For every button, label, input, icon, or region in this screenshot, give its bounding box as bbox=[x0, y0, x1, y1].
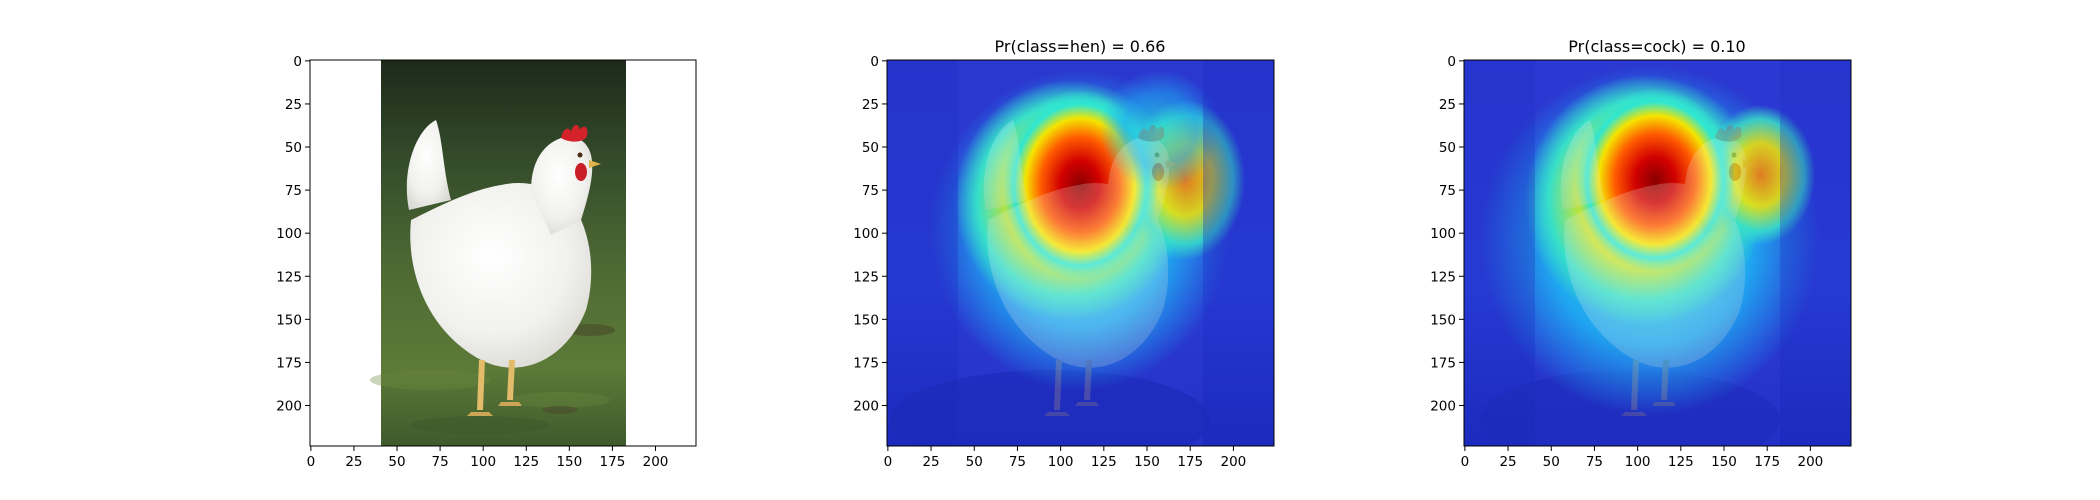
x-tick-label: 200 bbox=[1798, 454, 1824, 470]
x-tick-label: 125 bbox=[1091, 454, 1117, 470]
x-tick-label: 0 bbox=[1461, 454, 1470, 470]
x-tick-label: 150 bbox=[1134, 454, 1160, 470]
y-tick-label: 150 bbox=[853, 312, 879, 328]
hen-photo bbox=[370, 60, 626, 446]
y-tick-label: 175 bbox=[1430, 355, 1456, 371]
x-tick-label: 50 bbox=[388, 454, 405, 470]
x-tick-label: 25 bbox=[1499, 454, 1516, 470]
y-tick-label: 175 bbox=[276, 355, 302, 371]
y-tick-label: 75 bbox=[862, 183, 879, 199]
x-tick-label: 75 bbox=[1586, 454, 1603, 470]
heatmap-cock-image bbox=[1464, 60, 1851, 446]
y-tick-label: 100 bbox=[1430, 226, 1456, 242]
panel-heatmap-cock: Pr(class=cock) = 0.10 0 25 50 75 100 125 150 17… bbox=[1430, 37, 1852, 470]
panel-title: Pr(class=hen) = 0.66 bbox=[995, 37, 1166, 56]
y-tick-label: 100 bbox=[276, 226, 302, 242]
y-tick-label: 50 bbox=[1439, 140, 1456, 156]
x-tick-label: 25 bbox=[345, 454, 362, 470]
y-tick-label: 200 bbox=[276, 399, 302, 415]
x-tick-label: 150 bbox=[1711, 454, 1737, 470]
x-tick-label: 100 bbox=[1048, 454, 1074, 470]
y-tick-label: 100 bbox=[853, 226, 879, 242]
y-tick-label: 25 bbox=[285, 97, 302, 113]
y-tick-label: 125 bbox=[276, 269, 302, 285]
x-tick-label: 0 bbox=[307, 454, 316, 470]
tick-group: 0 25 50 75 100 125 150 175 200 0 25 50 75 100 125 150 17… bbox=[276, 54, 668, 470]
y-tick-label: 175 bbox=[853, 355, 879, 371]
x-tick-label: 50 bbox=[1543, 454, 1560, 470]
y-tick-label: 50 bbox=[285, 140, 302, 156]
x-tick-label: 200 bbox=[643, 454, 669, 470]
x-tick-label: 75 bbox=[1009, 454, 1026, 470]
x-tick-label: 175 bbox=[1177, 454, 1203, 470]
y-tick-label: 0 bbox=[293, 54, 302, 70]
y-tick-label: 50 bbox=[862, 140, 879, 156]
x-tick-label: 125 bbox=[513, 454, 539, 470]
x-tick-label: 175 bbox=[1754, 454, 1780, 470]
x-tick-label: 175 bbox=[600, 454, 626, 470]
x-tick-label: 100 bbox=[470, 454, 496, 470]
panel-heatmap-hen: Pr(class=hen) = 0.66 0 25 50 75 100 125 150 175… bbox=[853, 37, 1275, 470]
x-tick-label: 100 bbox=[1625, 454, 1651, 470]
x-tick-label: 150 bbox=[556, 454, 582, 470]
x-tick-label: 75 bbox=[432, 454, 449, 470]
heatmap-hen-image bbox=[887, 60, 1274, 446]
tick-group: 0 25 50 75 100 125 150 175 200 0 25 50 75 100 125 150 17… bbox=[1430, 54, 1823, 470]
y-tick-label: 125 bbox=[1430, 269, 1456, 285]
y-tick-label: 200 bbox=[1430, 399, 1456, 415]
panel-title: Pr(class=cock) = 0.10 bbox=[1568, 37, 1745, 56]
y-tick-label: 75 bbox=[1439, 183, 1456, 199]
x-tick-label: 0 bbox=[884, 454, 893, 470]
y-tick-label: 125 bbox=[853, 269, 879, 285]
y-tick-label: 150 bbox=[276, 312, 302, 328]
x-tick-label: 200 bbox=[1221, 454, 1247, 470]
y-tick-label: 0 bbox=[870, 54, 879, 70]
y-tick-label: 25 bbox=[1439, 97, 1456, 113]
tick-group: 0 25 50 75 100 125 150 175 200 0 25 50 75 100 125 150 17… bbox=[853, 54, 1246, 470]
axes-frame bbox=[309, 59, 697, 447]
y-tick-label: 150 bbox=[1430, 312, 1456, 328]
y-tick-label: 200 bbox=[853, 399, 879, 415]
panel-original: 0 25 50 75 100 125 150 175 200 0 25 50 75 100 125 150 17… bbox=[276, 54, 697, 470]
x-tick-label: 25 bbox=[922, 454, 939, 470]
y-tick-label: 75 bbox=[285, 183, 302, 199]
y-tick-label: 25 bbox=[862, 97, 879, 113]
axes-frame bbox=[886, 59, 1275, 447]
axes-frame bbox=[1463, 59, 1852, 447]
x-tick-label: 125 bbox=[1668, 454, 1694, 470]
y-tick-label: 0 bbox=[1447, 54, 1456, 70]
x-tick-label: 50 bbox=[966, 454, 983, 470]
